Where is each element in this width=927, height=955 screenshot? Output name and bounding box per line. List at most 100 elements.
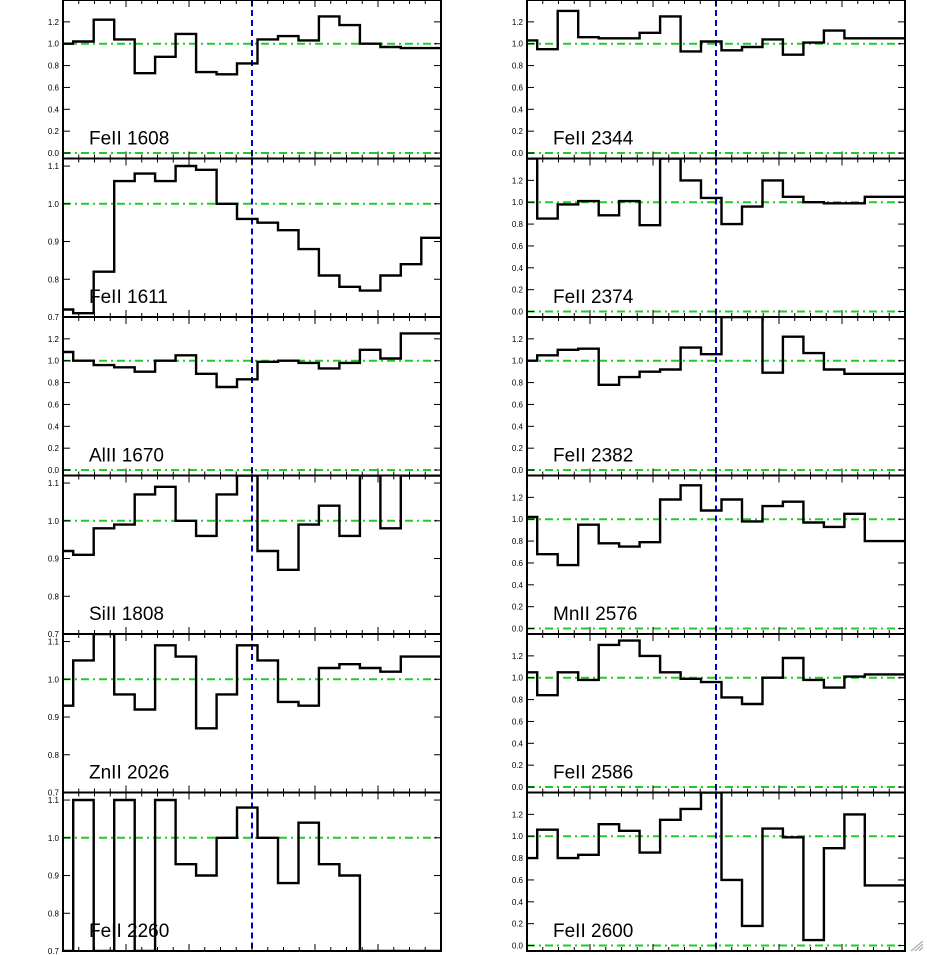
y-tick-label: 0.8 [512,537,524,546]
panel-alii-1670: 0.0 0.2 0.4 0.6 0.8 1.0 1.2 AlII 1670 [48,316,442,477]
panel-siii-1808: 0.7 0.8 0.9 1.0 1.1 SiII 1808 [48,474,442,639]
panel-label-siii-1808: SiII 1808 [89,604,164,625]
panel-label-feii-1608: FeII 1608 [89,129,169,150]
y-tick-label: 0.9 [48,555,60,564]
y-tick-label: 0.7 [48,313,60,322]
y-tick-label: 0.0 [512,625,524,634]
y-tick-label: 0.0 [48,466,60,475]
y-tick-label: 0.8 [512,854,524,863]
panel-label-znii-2026: ZnII 2026 [89,763,169,784]
spectrum-znii-2026 [63,634,441,730]
panel-label-feii-1611: FeII 1611 [89,287,168,308]
y-tick-label: 1.0 [48,357,60,366]
spectrum-feii-2344 [527,9,905,56]
y-tick-label: 0.2 [512,920,524,929]
y-tick-label: 0.9 [48,238,60,247]
y-tick-label: 0.8 [48,751,60,760]
y-tick-label: 1.0 [512,832,524,841]
panel-label-feii-2260: FeII 2260 [89,921,169,942]
y-tick-label: 0.8 [48,379,60,388]
y-tick-label: 0.8 [48,592,60,601]
y-tick-label: 0.7 [48,947,60,955]
y-tick-label: 1.0 [48,834,60,843]
y-tick-label: 0.6 [512,717,524,726]
y-tick-label: 0.8 [48,275,60,284]
y-tick-label: 0.7 [48,630,60,639]
y-tick-label: 0.2 [48,444,60,453]
y-tick-label: 1.1 [48,162,60,171]
y-tick-label: 0.7 [48,789,60,798]
y-tick-label: 1.0 [512,674,524,683]
y-tick-label: 1.0 [48,40,60,49]
panel-label-mnii-2576: MnII 2576 [553,604,638,625]
y-tick-label: 0.6 [512,559,524,568]
y-tick-label: 0.8 [48,909,60,918]
y-tick-label: 1.1 [48,796,60,805]
y-tick-label: 0.0 [512,466,524,475]
y-tick-label: 0.0 [512,308,524,317]
y-tick-label: 0.4 [512,739,524,748]
spectrum-feii-2374 [527,158,905,227]
y-tick-label: 0.4 [512,898,524,907]
y-tick-label: 1.2 [512,18,524,27]
y-tick-label: 1.0 [48,517,60,526]
panel-label-feii-2586: FeII 2586 [553,763,633,784]
y-tick-label: 1.1 [48,638,60,647]
y-tick-label: 1.0 [48,200,60,209]
y-tick-label: 0.9 [48,713,60,722]
spectrum-feii-2382 [527,317,905,386]
spectrum-feii-1608 [63,15,441,76]
y-tick-label: 1.0 [512,198,524,207]
panel-feii-1611: 0.7 0.8 0.9 1.0 1.1 FeII 1611 [48,157,442,322]
y-tick-label: 0.0 [512,783,524,792]
spectrum-mnii-2576 [527,484,905,567]
y-tick-label: 0.2 [512,127,524,136]
spectrum-siii-1808 [63,475,441,571]
y-tick-label: 0.8 [512,62,524,71]
y-tick-label: 1.0 [48,675,60,684]
y-tick-label: 0.2 [48,127,60,136]
y-tick-label: 1.2 [48,335,60,344]
y-tick-label: 1.2 [512,652,524,661]
spectrum-feii-2600 [527,792,905,942]
y-tick-label: 0.8 [512,220,524,229]
y-tick-label: 0.6 [512,242,524,251]
spectrum-feii-1611 [63,164,441,315]
y-tick-label: 1.2 [512,493,524,502]
y-tick-label: 1.0 [512,515,524,524]
panel-label-alii-1670: AlII 1670 [89,446,164,467]
y-tick-label: 1.0 [512,357,524,366]
y-tick-label: 0.4 [48,105,60,114]
y-tick-label: 0.4 [512,105,524,114]
y-tick-label: 0.6 [48,83,60,92]
resize-grip-icon[interactable] [909,941,923,951]
y-tick-label: 0.4 [512,581,524,590]
spectrum-feii-2260 [63,798,441,951]
spectrum-feii-2586 [527,639,905,706]
y-tick-label: 0.0 [48,149,60,158]
panel-label-feii-2374: FeII 2374 [553,287,634,308]
y-tick-label: 0.6 [48,400,60,409]
y-tick-label: 0.9 [48,872,60,881]
y-tick-label: 0.6 [512,876,524,885]
y-tick-label: 1.2 [512,176,524,185]
panel-feii-1608: 0.0 0.2 0.4 0.6 0.8 1.0 1.2 FeII 1608 [48,0,442,160]
y-tick-label: 1.0 [512,40,524,49]
y-tick-label: 0.0 [512,942,524,951]
panel-feii-2374: 0.0 0.2 0.4 0.6 0.8 1.0 1.2 FeII 2374 [512,157,906,318]
y-tick-label: 0.8 [512,696,524,705]
y-tick-label: 1.2 [48,18,60,27]
y-tick-label: 0.4 [512,422,524,431]
panel-feii-2382: 0.0 0.2 0.4 0.6 0.8 1.0 1.2 FeII 2382 [512,316,906,477]
y-tick-label: 0.8 [512,379,524,388]
panel-feii-2586: 0.0 0.2 0.4 0.6 0.8 1.0 1.2 FeII 2586 [512,633,906,794]
panel-label-feii-2600: FeII 2600 [553,921,633,942]
spectrum-alii-1670 [63,332,441,389]
panel-znii-2026: 0.7 0.8 0.9 1.0 1.1 ZnII 2026 [48,633,442,798]
y-tick-label: 0.2 [512,761,524,770]
y-tick-label: 1.2 [512,810,524,819]
panel-label-feii-2382: FeII 2382 [553,446,633,467]
y-tick-label: 0.2 [512,444,524,453]
panel-label-feii-2344: FeII 2344 [553,129,634,150]
panel-mnii-2576: 0.0 0.2 0.4 0.6 0.8 1.0 1.2 MnII 2576 [512,474,906,635]
